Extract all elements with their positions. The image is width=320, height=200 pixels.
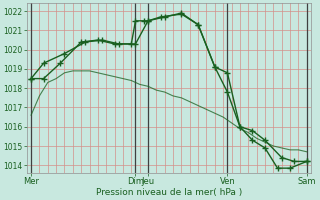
X-axis label: Pression niveau de la mer( hPa ): Pression niveau de la mer( hPa ) xyxy=(96,188,242,197)
